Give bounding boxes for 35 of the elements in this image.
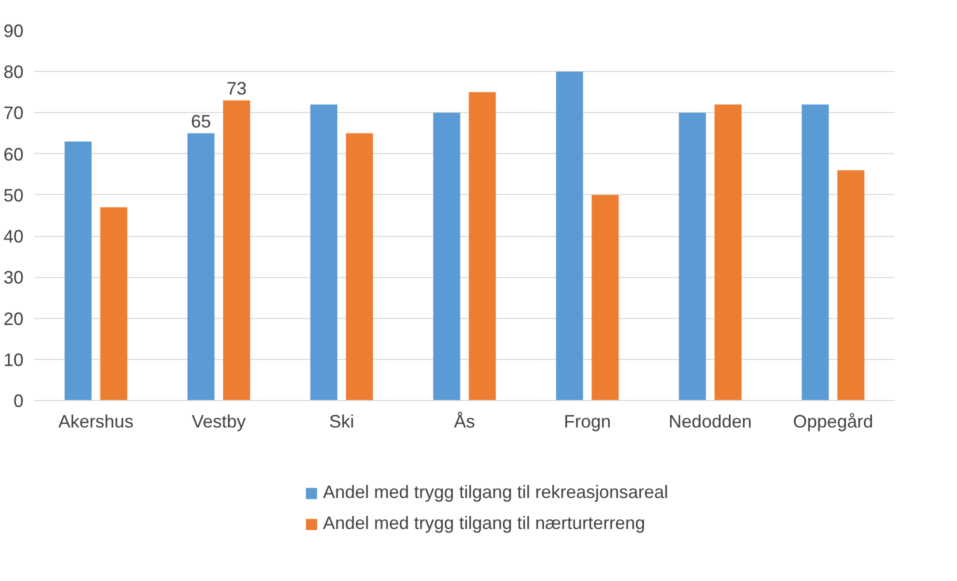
x-tick-label: Vestby [192, 412, 246, 432]
bar [223, 100, 250, 400]
x-tick-label: Nedodden [668, 412, 752, 432]
bar [837, 170, 864, 400]
y-tick-label: 50 [3, 185, 24, 206]
x-tick-label: Akershus [58, 412, 134, 432]
y-tick-label: 30 [3, 268, 24, 288]
y-tick-label: 40 [3, 226, 24, 247]
data-label: 73 [226, 78, 247, 98]
bar [310, 104, 338, 400]
y-tick-label: 10 [3, 350, 24, 370]
x-tick-label: Frogn [564, 412, 611, 432]
x-tick-label: Ås [454, 412, 476, 432]
x-tick-label: Oppegård [793, 412, 874, 432]
bar [556, 72, 584, 400]
bar [468, 92, 496, 400]
bar [678, 112, 706, 400]
bar [592, 194, 619, 400]
y-tick-label: 0 [13, 391, 24, 411]
data-label: 65 [190, 111, 211, 132]
legend-label: Andel med trygg tilgang til rekreasjonsareal [323, 482, 668, 503]
bar [714, 104, 742, 400]
x-tick-label: Ski [329, 412, 354, 432]
y-tick-label: 70 [3, 103, 24, 124]
y-tick-label: 20 [3, 308, 24, 329]
bar [187, 133, 214, 400]
bar [346, 133, 373, 400]
y-tick-label: 80 [3, 62, 24, 82]
y-tick-label: 60 [3, 144, 24, 164]
legend-label: Andel med trygg tilgang til nærturterreng [323, 513, 646, 534]
bar [433, 112, 460, 400]
y-tick-label: 90 [3, 21, 24, 41]
bar [100, 207, 128, 400]
bar [64, 142, 92, 400]
bar [802, 104, 829, 400]
